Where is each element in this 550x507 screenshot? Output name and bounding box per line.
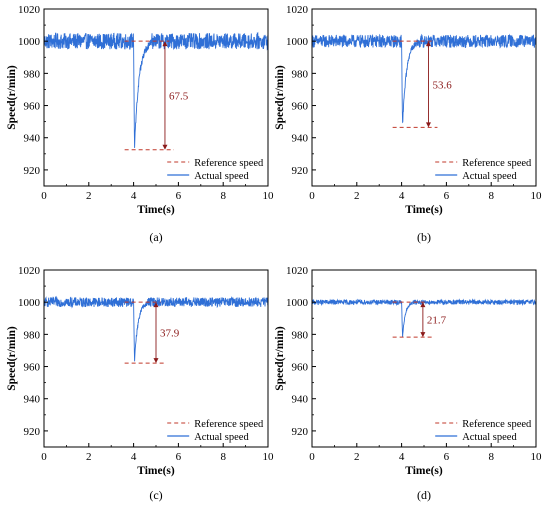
panel-label: (c) [149,488,162,502]
y-axis-title: Speed(r/min) [6,326,18,391]
panel-label: (a) [149,230,162,244]
annotation-label: 21.7 [427,315,447,327]
y-tick-label: 960 [292,362,309,374]
x-tick-label: 8 [488,451,494,463]
legend-reference-label: Reference speed [194,419,264,430]
y-axis-title: Speed(r/min) [6,65,18,130]
y-tick-label: 980 [292,68,309,80]
actual-speed-line [312,33,536,124]
annotation-label: 37.9 [160,328,180,340]
x-tick-label: 10 [531,451,543,463]
annotation-arrow-head-up [425,41,431,47]
y-axis-title: Speed(r/min) [274,326,286,391]
legend-actual-label: Actual speed [462,432,517,443]
panel-label: (b) [417,230,431,244]
y-tick-label: 960 [24,101,41,113]
x-tick-label: 6 [176,451,182,463]
annotation-label: 53.6 [432,79,452,91]
legend-reference-label: Reference speed [462,419,532,430]
y-tick-label: 940 [24,133,41,145]
y-tick-label: 1020 [18,4,41,16]
x-axis-title: Time(s) [137,465,175,477]
y-tick-label: 980 [292,329,309,341]
y-tick-label: 940 [292,133,309,145]
y-tick-label: 960 [292,101,309,113]
x-tick-label: 2 [86,451,92,463]
annotation-arrow-head-down [153,358,159,364]
y-tick-label: 920 [292,165,309,177]
x-tick-label: 2 [354,190,360,202]
y-tick-label: 980 [24,68,41,80]
legend-reference-label: Reference speed [194,158,264,169]
x-tick-label: 2 [86,190,92,202]
y-tick-label: 1020 [286,265,309,277]
y-tick-label: 1000 [286,36,309,48]
y-tick-label: 1020 [18,265,41,277]
annotation-arrow-head-down [162,144,168,150]
x-tick-label: 10 [263,190,275,202]
x-tick-label: 8 [488,190,494,202]
y-tick-label: 1020 [286,4,309,16]
y-tick-label: 1000 [286,297,309,309]
panel-3: 37.9 0 2 4 6 8 10 920 940 960 980 1000 1020 Time(s) Sp… [6,265,274,502]
x-axis-title: Time(s) [405,465,443,477]
x-tick-label: 8 [220,190,226,202]
actual-speed-line [312,298,536,338]
panel-1: 67.5 0 2 4 6 8 10 920 940 960 980 1000 1020 Time(s) Sp… [6,4,274,244]
x-tick-label: 6 [444,190,450,202]
x-tick-label: 4 [399,190,405,202]
x-tick-label: 4 [131,190,137,202]
y-axis-title: Speed(r/min) [274,65,286,130]
x-tick-label: 10 [263,451,275,463]
y-tick-label: 920 [24,165,41,177]
x-tick-label: 10 [531,190,543,202]
y-tick-label: 1000 [18,297,41,309]
y-tick-label: 920 [292,426,309,438]
panel-label: (d) [417,488,431,502]
panel-4: 21.7 0 2 4 6 8 10 920 940 960 980 1000 1020 Time(s) Sp… [274,265,542,502]
legend-actual-label: Actual speed [194,432,249,443]
y-tick-label: 1000 [18,36,41,48]
annotation-label: 67.5 [169,90,189,102]
x-axis-title: Time(s) [405,204,443,216]
x-tick-label: 2 [354,451,360,463]
y-tick-label: 940 [24,394,41,406]
y-tick-label: 960 [24,362,41,374]
x-tick-label: 4 [131,451,137,463]
panel-2: 53.6 0 2 4 6 8 10 920 940 960 980 1000 1020 Time(s) Sp… [274,4,542,244]
actual-speed-line [44,31,268,148]
x-tick-label: 0 [309,190,315,202]
annotation-arrow-head-up [153,302,159,308]
x-tick-label: 0 [309,451,315,463]
y-tick-label: 980 [24,329,41,341]
y-tick-label: 920 [24,426,41,438]
y-tick-label: 940 [292,394,309,406]
x-tick-label: 0 [41,451,47,463]
x-tick-label: 6 [176,190,182,202]
annotation-arrow-head-down [425,122,431,128]
x-axis-title: Time(s) [137,204,175,216]
x-tick-label: 6 [444,451,450,463]
x-tick-label: 4 [399,451,405,463]
legend-actual-label: Actual speed [194,171,249,182]
annotation-arrow-head-up [162,41,168,47]
legend-actual-label: Actual speed [462,171,517,182]
x-tick-label: 8 [220,451,226,463]
legend-reference-label: Reference speed [462,158,532,169]
annotation-arrow-head-up [420,302,426,308]
annotation-arrow-head-down [420,332,426,338]
x-tick-label: 0 [41,190,47,202]
